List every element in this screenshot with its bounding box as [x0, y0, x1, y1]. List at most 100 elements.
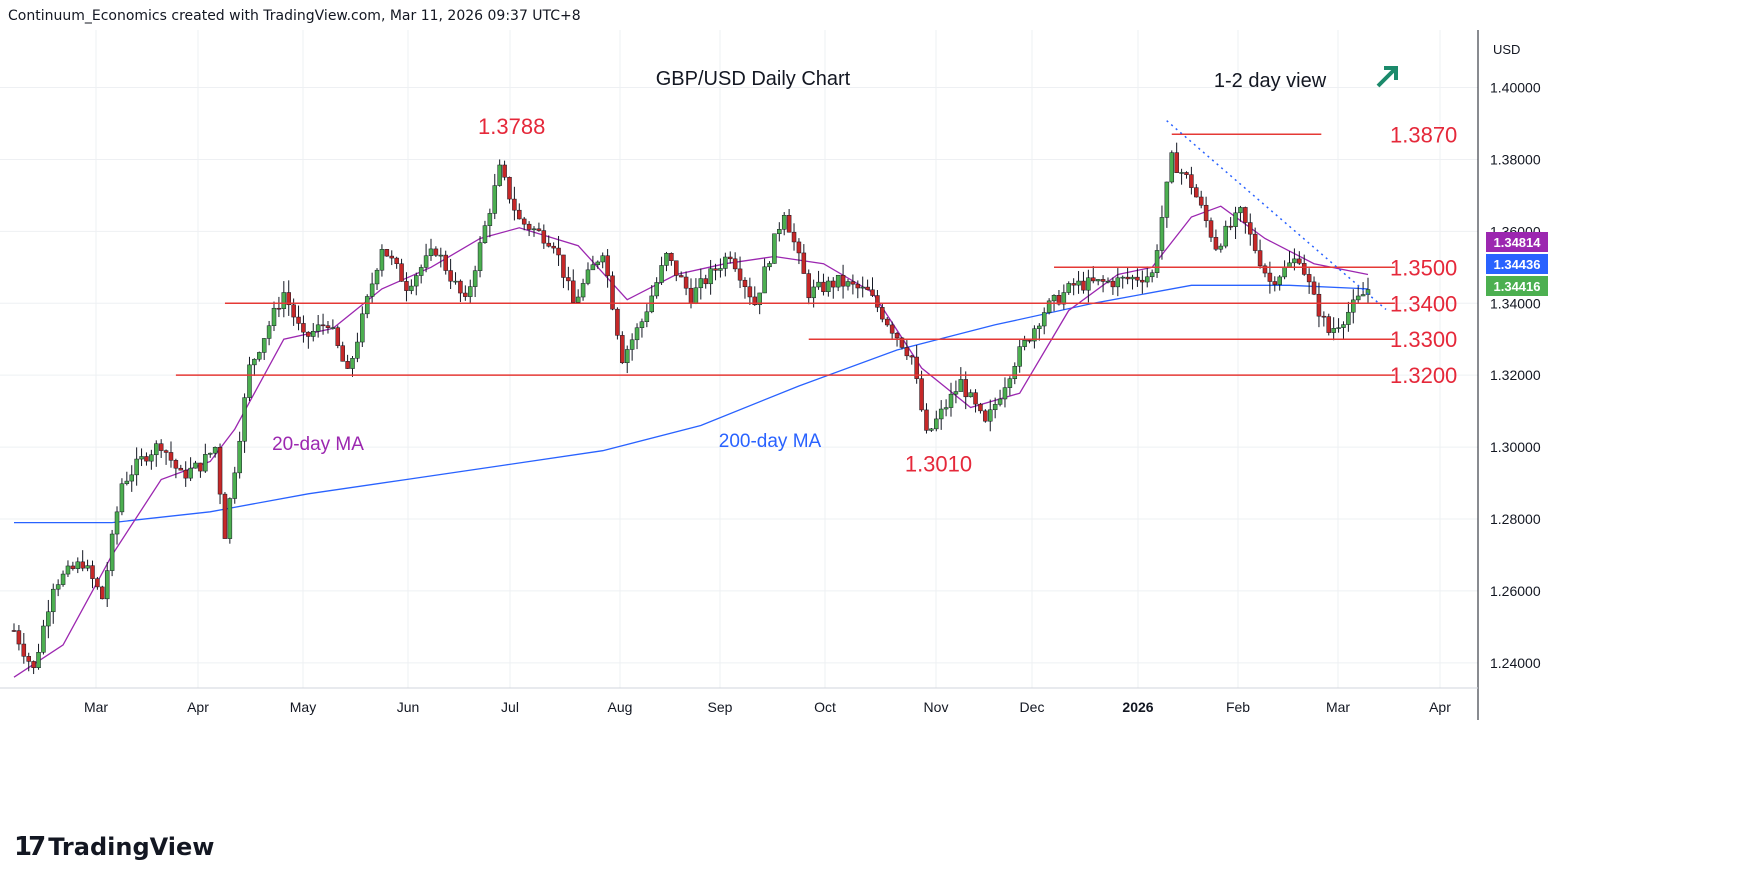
candle-down: [551, 245, 556, 249]
candle-up: [46, 611, 51, 627]
candle-up: [1164, 181, 1170, 218]
candle-up: [364, 296, 370, 315]
tradingview-brand[interactable]: 17 TradingView: [14, 832, 214, 862]
candle-up: [1017, 346, 1022, 367]
candle-down: [404, 281, 409, 291]
chart-annotations: 1.3788 1.3010 GBP/USD Daily Chart 1-2 day v…: [272, 66, 1398, 476]
candle-up: [1037, 325, 1042, 329]
candle-down: [973, 392, 978, 405]
candle-up: [266, 325, 272, 339]
candle-down: [840, 274, 846, 287]
candle-down: [909, 355, 915, 358]
candle-up: [271, 307, 277, 326]
candle-up: [1360, 294, 1366, 297]
candle-up: [252, 358, 257, 366]
candle-up: [129, 474, 134, 482]
candle-up: [350, 358, 355, 369]
x-tick-label: Apr: [1429, 699, 1451, 715]
candle-down: [1321, 315, 1327, 318]
candle-down: [80, 561, 85, 569]
candle-up: [664, 252, 669, 266]
candle-up: [60, 573, 66, 585]
candle-up: [212, 447, 218, 454]
candle-down: [1125, 276, 1130, 280]
candle-up: [693, 287, 699, 304]
candle-down: [144, 456, 149, 462]
candle-up: [762, 266, 767, 294]
candle-down: [463, 292, 468, 297]
candle-up: [281, 292, 287, 309]
candle-down: [536, 228, 542, 231]
candle-down: [703, 278, 708, 285]
candle-up: [379, 249, 385, 271]
candle-down: [31, 661, 36, 669]
candle-up: [698, 278, 704, 289]
candle-up: [816, 281, 821, 288]
candle-down: [1174, 152, 1179, 173]
candle-up: [575, 296, 581, 303]
candle-down: [178, 467, 184, 471]
candle-down: [301, 323, 306, 333]
candle-down: [747, 286, 753, 298]
candle-down: [875, 295, 880, 308]
candle-up: [835, 274, 841, 288]
candle-up: [1233, 212, 1238, 227]
candle-up: [369, 283, 375, 297]
candle-up: [418, 267, 424, 276]
y-tick-label: 1.30000: [1490, 439, 1541, 455]
candle-up: [1223, 225, 1228, 247]
candle-up: [1159, 217, 1165, 251]
candle-up: [1041, 312, 1047, 327]
candle-down: [21, 643, 27, 657]
candle-down: [806, 273, 811, 299]
candle-up: [315, 324, 321, 332]
candle-up: [1351, 299, 1356, 313]
candle-down: [914, 356, 919, 379]
candle-up: [330, 327, 336, 329]
candle-down: [448, 270, 453, 282]
down-trendline: [1166, 120, 1387, 311]
candle-up: [261, 338, 267, 353]
candle-up: [997, 398, 1003, 405]
candle-down: [1135, 276, 1140, 281]
level-label: 1.3200: [1390, 363, 1457, 388]
candle-up: [1115, 277, 1121, 288]
candle-down: [727, 256, 733, 260]
x-tick-label: Mar: [84, 699, 108, 715]
candle-down: [173, 460, 179, 469]
candle-up: [1336, 327, 1341, 329]
candle-down: [1203, 204, 1209, 221]
candle-down: [566, 277, 571, 282]
candle-up: [929, 428, 934, 431]
arrow-shaft: [1376, 66, 1398, 88]
candle-up: [1046, 300, 1052, 313]
candle-up: [968, 392, 973, 398]
candle-up: [482, 225, 488, 244]
candle-down: [16, 630, 22, 645]
y-tick-label: 1.38000: [1490, 151, 1541, 167]
x-tick-label: Jul: [501, 699, 519, 715]
candle-down: [1316, 293, 1322, 317]
brand-name: TradingView: [48, 833, 215, 861]
level-label: 1.3400: [1390, 291, 1457, 316]
candle-up: [134, 458, 139, 476]
candle-down: [674, 260, 679, 276]
currency-label: USD: [1493, 42, 1520, 57]
candle-up: [757, 292, 762, 306]
candle-down: [1213, 237, 1219, 250]
candle-down: [870, 289, 875, 296]
candle-down: [458, 280, 463, 294]
level-label: 1.3870: [1390, 122, 1457, 147]
candle-down: [683, 276, 689, 289]
y-tick-label: 1.28000: [1490, 511, 1541, 527]
candle-up: [1355, 295, 1361, 301]
candle-up: [1346, 311, 1351, 325]
candle-down: [904, 347, 910, 357]
candle-down: [1198, 196, 1204, 206]
ma200-path: [14, 284, 1369, 524]
candle-down: [983, 410, 988, 422]
candle-down: [850, 281, 856, 285]
candle-up: [154, 443, 159, 456]
candle-up: [953, 391, 959, 395]
